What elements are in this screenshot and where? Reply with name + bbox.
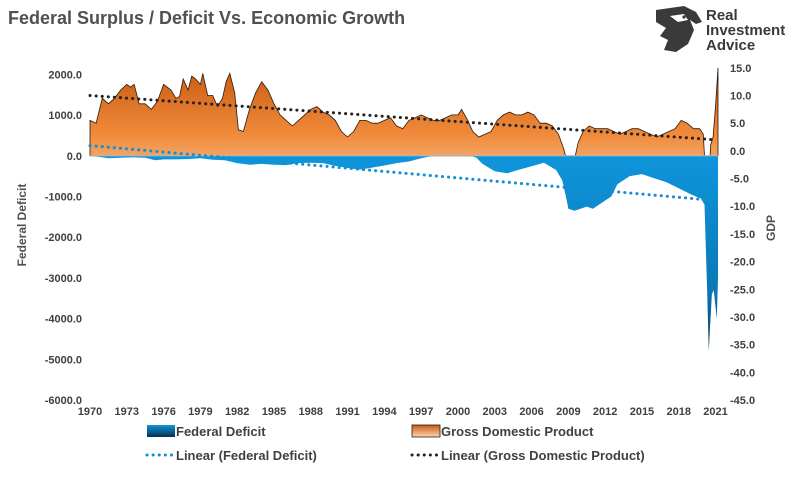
left-tick-label: 1000.0 bbox=[48, 110, 82, 122]
x-axis-ticks: 1970 1973 1976 1979 1982 1985 1988 1991 1994 1997… bbox=[78, 406, 728, 418]
chart-title: Federal Surplus / Deficit Vs. Economic G… bbox=[8, 8, 405, 28]
left-tick-label: -6000.0 bbox=[45, 395, 82, 407]
left-tick-label: -1000.0 bbox=[45, 191, 82, 203]
right-tick-label: 10.0 bbox=[730, 91, 751, 103]
legend-item-federal-deficit: Federal Deficit bbox=[147, 424, 266, 439]
federal-deficit-area-series bbox=[90, 155, 718, 352]
right-tick-label: 0.0 bbox=[730, 146, 745, 158]
x-tick-label: 2009 bbox=[556, 406, 580, 418]
x-tick-label: 1973 bbox=[115, 406, 139, 418]
x-tick-label: 2012 bbox=[593, 406, 617, 418]
legend-item-linear-federal-deficit: Linear (Federal Deficit) bbox=[145, 448, 317, 463]
x-tick-label: 2018 bbox=[667, 406, 691, 418]
left-axis-label: Federal Deficit bbox=[15, 184, 29, 267]
x-tick-label: 1982 bbox=[225, 406, 249, 418]
left-axis-ticks: 2000.0 1000.0 0.0 -1000.0 -2000.0 -3000.0 -400… bbox=[45, 69, 82, 407]
right-tick-label: -25.0 bbox=[730, 284, 755, 296]
left-tick-label: -4000.0 bbox=[45, 314, 82, 326]
linear-gdp-trendline bbox=[88, 94, 718, 142]
legend: Federal Deficit Gross Domestic Product L… bbox=[145, 424, 645, 463]
x-tick-label: 1988 bbox=[299, 406, 323, 418]
x-tick-label: 2006 bbox=[519, 406, 543, 418]
legend-swatch-federal-deficit bbox=[147, 425, 175, 437]
legend-item-linear-gdp: Linear (Gross Domestic Product) bbox=[410, 448, 645, 463]
x-tick-label: 2000 bbox=[446, 406, 470, 418]
x-tick-label: 1985 bbox=[262, 406, 286, 418]
right-tick-label: 15.0 bbox=[730, 63, 751, 75]
logo-text-line2: Investment bbox=[706, 22, 785, 39]
legend-label-linear-gdp: Linear (Gross Domestic Product) bbox=[441, 448, 645, 463]
legend-label-linear-federal-deficit: Linear (Federal Deficit) bbox=[176, 448, 317, 463]
logo-text-line3: Advice bbox=[706, 37, 755, 54]
right-tick-label: -40.0 bbox=[730, 367, 755, 379]
right-axis-label: GDP bbox=[764, 215, 778, 241]
legend-item-gdp: Gross Domestic Product bbox=[411, 424, 594, 439]
right-tick-label: -10.0 bbox=[730, 201, 755, 213]
legend-label-gdp: Gross Domestic Product bbox=[441, 424, 594, 439]
logo-text-line1: Real bbox=[706, 7, 738, 24]
legend-swatch-gdp bbox=[411, 424, 441, 438]
right-tick-label: -5.0 bbox=[730, 174, 749, 186]
x-tick-label: 1994 bbox=[372, 406, 397, 418]
x-tick-label: 1991 bbox=[335, 406, 359, 418]
right-tick-label: -15.0 bbox=[730, 229, 755, 241]
right-tick-label: -35.0 bbox=[730, 340, 755, 352]
x-tick-label: 2003 bbox=[483, 406, 507, 418]
left-tick-label: -2000.0 bbox=[45, 232, 82, 244]
real-investment-advice-logo: Real Investment Advice bbox=[656, 6, 785, 54]
legend-label-federal-deficit: Federal Deficit bbox=[176, 424, 266, 439]
eagle-head-icon bbox=[656, 6, 702, 52]
x-tick-label: 2021 bbox=[703, 406, 727, 418]
right-tick-label: -45.0 bbox=[730, 395, 755, 407]
left-tick-label: -5000.0 bbox=[45, 354, 82, 366]
right-tick-label: -30.0 bbox=[730, 312, 755, 324]
right-tick-label: 5.0 bbox=[730, 118, 745, 130]
x-tick-label: 1976 bbox=[151, 406, 175, 418]
x-tick-label: 2015 bbox=[630, 406, 654, 418]
x-tick-label: 1970 bbox=[78, 406, 102, 418]
linear-federal-deficit-trendline bbox=[88, 144, 718, 203]
x-tick-label: 1997 bbox=[409, 406, 433, 418]
gdp-area-series bbox=[89, 67, 719, 201]
left-tick-label: 0.0 bbox=[67, 151, 82, 163]
x-tick-label: 1979 bbox=[188, 406, 212, 418]
right-tick-label: -20.0 bbox=[730, 257, 755, 269]
left-tick-label: -3000.0 bbox=[45, 273, 82, 285]
left-tick-label: 2000.0 bbox=[48, 69, 82, 81]
right-axis-ticks: 15.0 10.0 5.0 0.0 -5.0 -10.0 -15.0 -20.0 -25.0 -3… bbox=[730, 63, 755, 407]
